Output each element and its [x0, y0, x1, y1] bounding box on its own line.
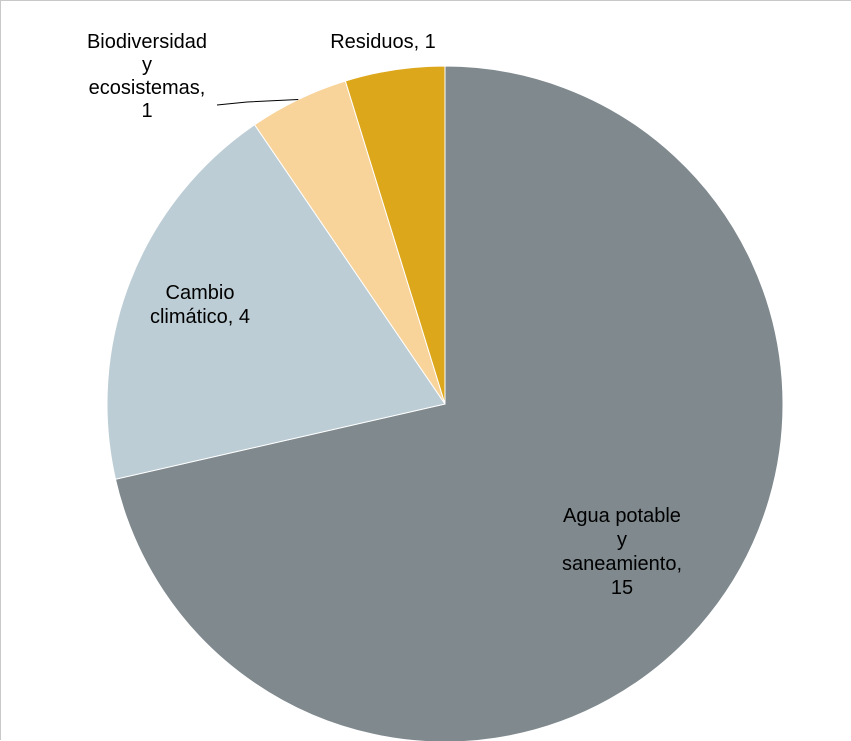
pie-slice-agua-potable-y-saneamiento [114, 65, 784, 741]
slice-label-agua-potable-y-saneamiento: Agua potable y saneamiento, 15 [562, 505, 682, 599]
slice-label-cambio-climatico: Cambio climático, 4 [150, 282, 250, 328]
pie-slices [106, 65, 784, 741]
leader-line-biodiversidad [216, 99, 299, 106]
leader-lines [216, 99, 299, 106]
slice-label-biodiversidad-y-ecosistemas: Biodiversidad y ecosistemas, 1 [87, 31, 207, 122]
slice-label-residuos: Residuos, 1 [330, 31, 436, 53]
pie-slice-cambio-climatico [106, 124, 446, 480]
pie-slice-residuos [344, 65, 446, 405]
slice-labels: Agua potable y saneamiento, 15 Cambio climáti… [87, 31, 682, 599]
